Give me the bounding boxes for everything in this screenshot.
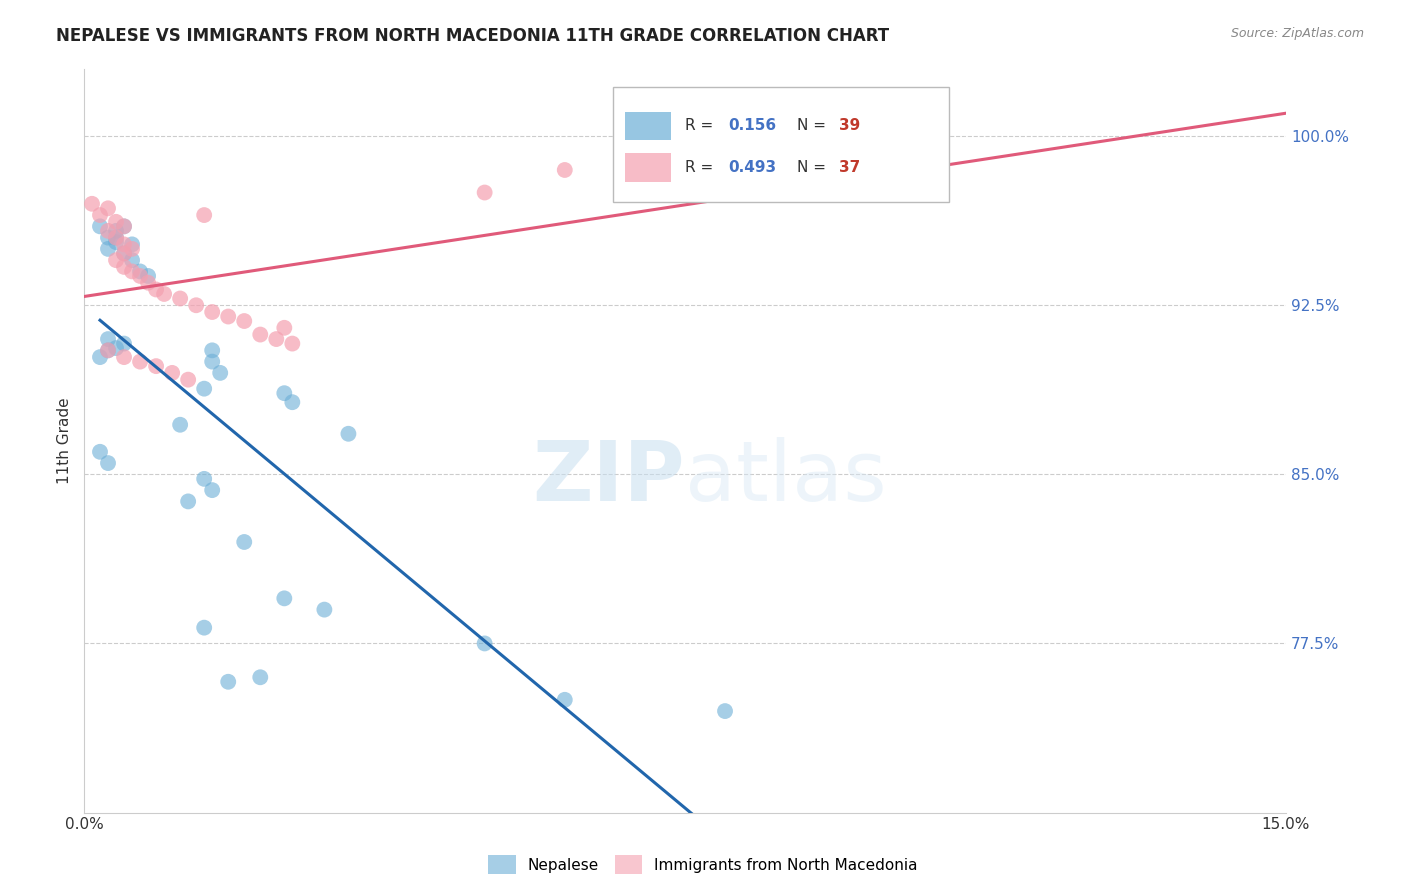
Point — [201, 354, 224, 368]
Point — [121, 242, 143, 256]
Point — [201, 305, 224, 319]
Point — [186, 298, 208, 312]
Point — [129, 354, 152, 368]
Point — [249, 670, 271, 684]
Point — [97, 332, 120, 346]
Point — [89, 219, 111, 234]
Point — [129, 264, 152, 278]
Point — [105, 224, 128, 238]
Point — [121, 237, 143, 252]
Text: 37: 37 — [839, 160, 860, 175]
Point — [97, 456, 120, 470]
Point — [169, 417, 191, 432]
Point — [97, 343, 120, 358]
Point — [97, 242, 120, 256]
Point — [233, 535, 256, 549]
Point — [112, 350, 135, 364]
Point — [193, 621, 215, 635]
Point — [136, 276, 159, 290]
Point — [97, 230, 120, 244]
Point — [97, 202, 120, 216]
Point — [112, 219, 135, 234]
Point — [273, 320, 295, 334]
Point — [554, 163, 576, 178]
Text: ZIP: ZIP — [533, 437, 685, 518]
Point — [233, 314, 256, 328]
Text: N =: N = — [797, 160, 831, 175]
FancyBboxPatch shape — [624, 112, 671, 140]
Point — [112, 219, 135, 234]
Point — [105, 341, 128, 355]
Point — [112, 336, 135, 351]
Point — [281, 336, 304, 351]
Point — [97, 224, 120, 238]
Point — [169, 292, 191, 306]
Point — [136, 268, 159, 283]
Point — [129, 268, 152, 283]
Point — [314, 602, 336, 616]
Point — [112, 246, 135, 260]
FancyBboxPatch shape — [624, 153, 671, 182]
Point — [193, 472, 215, 486]
Point — [249, 327, 271, 342]
Point — [266, 332, 288, 346]
Point — [121, 264, 143, 278]
Text: 39: 39 — [839, 119, 860, 133]
Text: 0.493: 0.493 — [728, 160, 776, 175]
Point — [201, 343, 224, 358]
Point — [160, 366, 183, 380]
Text: atlas: atlas — [685, 437, 887, 518]
Text: R =: R = — [685, 119, 718, 133]
Point — [217, 310, 239, 324]
Point — [337, 426, 360, 441]
Point — [105, 215, 128, 229]
Point — [112, 237, 135, 252]
Point — [875, 129, 897, 144]
Text: Source: ZipAtlas.com: Source: ZipAtlas.com — [1230, 27, 1364, 40]
Point — [474, 186, 496, 200]
Point — [89, 208, 111, 222]
Point — [193, 208, 215, 222]
Point — [273, 386, 295, 401]
Point — [201, 483, 224, 497]
Point — [112, 260, 135, 274]
Point — [177, 494, 200, 508]
Point — [714, 178, 737, 193]
Point — [112, 246, 135, 260]
Text: 0.156: 0.156 — [728, 119, 776, 133]
Point — [105, 253, 128, 268]
Point — [281, 395, 304, 409]
Point — [145, 359, 167, 373]
Point — [89, 445, 111, 459]
Point — [80, 196, 103, 211]
Point — [145, 283, 167, 297]
Point — [177, 373, 200, 387]
Point — [105, 230, 128, 244]
Point — [714, 704, 737, 718]
Point — [217, 674, 239, 689]
Text: R =: R = — [685, 160, 718, 175]
Text: N =: N = — [797, 119, 831, 133]
Point — [89, 350, 111, 364]
Point — [474, 636, 496, 650]
Point — [209, 366, 232, 380]
Point — [153, 287, 176, 301]
Text: NEPALESE VS IMMIGRANTS FROM NORTH MACEDONIA 11TH GRADE CORRELATION CHART: NEPALESE VS IMMIGRANTS FROM NORTH MACEDO… — [56, 27, 890, 45]
Point — [121, 253, 143, 268]
Point — [193, 382, 215, 396]
Legend: Nepalese, Immigrants from North Macedonia: Nepalese, Immigrants from North Macedoni… — [482, 849, 924, 880]
Point — [105, 230, 128, 244]
FancyBboxPatch shape — [613, 87, 949, 202]
Point — [105, 235, 128, 249]
Y-axis label: 11th Grade: 11th Grade — [58, 397, 72, 483]
Point — [554, 693, 576, 707]
Point — [273, 591, 295, 606]
Point — [97, 343, 120, 358]
